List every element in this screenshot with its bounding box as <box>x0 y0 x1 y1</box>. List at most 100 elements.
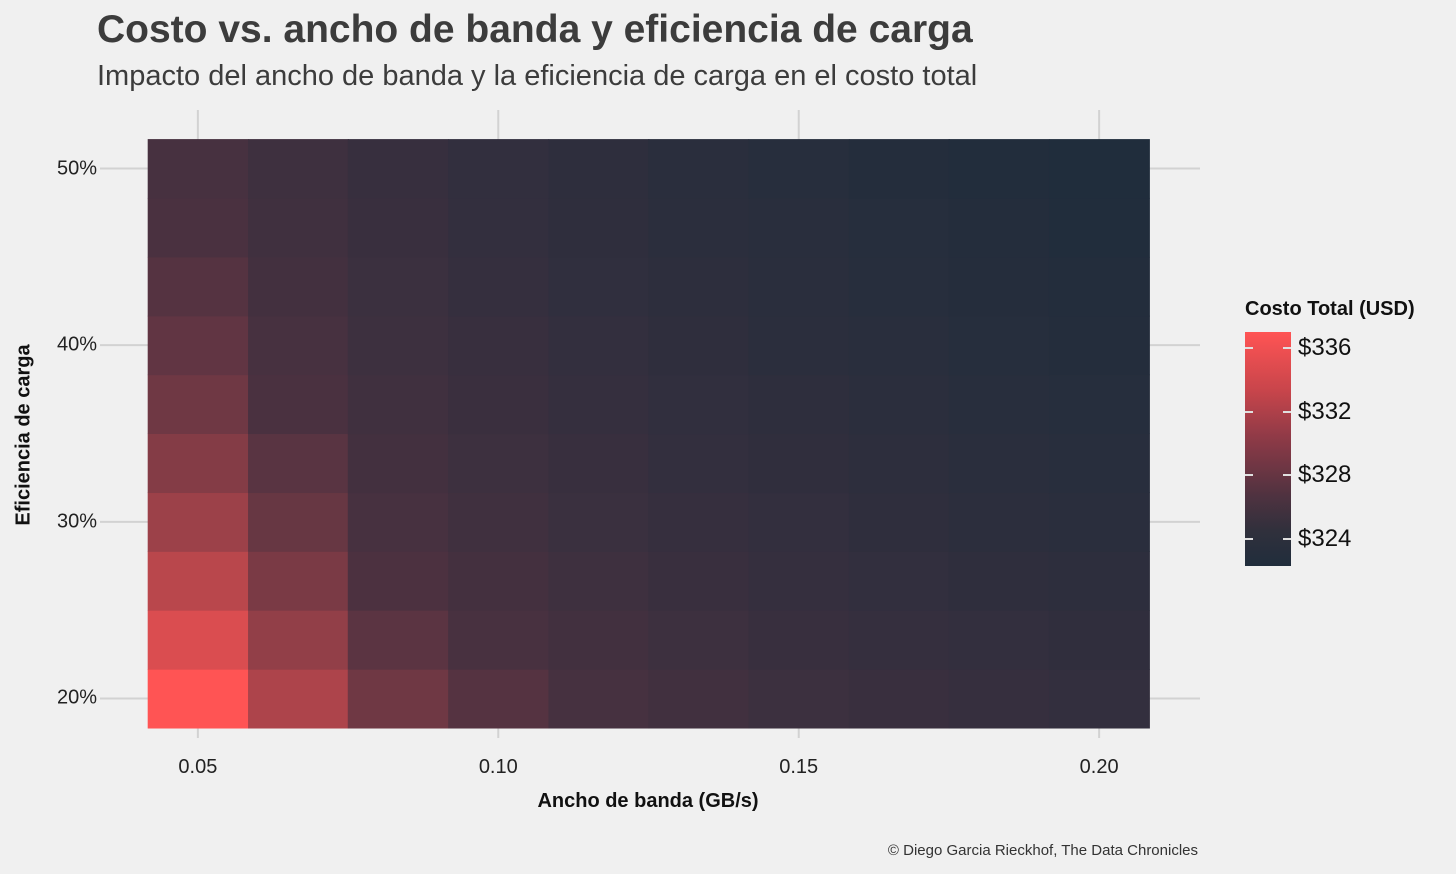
heatmap-cell <box>1048 139 1150 199</box>
legend-tick-mark <box>1283 410 1291 413</box>
heatmap-cell <box>648 197 750 258</box>
heatmap-cell <box>448 315 550 376</box>
heatmap-cell <box>948 139 1050 199</box>
heatmap-cell <box>147 669 249 729</box>
heatmap-cell <box>248 551 349 611</box>
heatmap-cell <box>347 315 449 376</box>
heatmap-cell <box>1048 315 1150 376</box>
heatmap-cell <box>347 256 449 317</box>
heatmap-cell <box>448 374 550 435</box>
heatmap-cell <box>748 197 850 258</box>
heatmap-cell <box>848 492 950 552</box>
heatmap-cell <box>948 492 1050 552</box>
heatmap-cell <box>648 551 750 611</box>
heatmap-cell <box>848 374 950 435</box>
heatmap-cell <box>147 492 249 552</box>
legend-tick-mark <box>1245 537 1253 540</box>
heatmap-cell <box>748 374 850 435</box>
heatmap-cell <box>948 374 1050 435</box>
heatmap-cell <box>848 610 950 670</box>
heatmap-cell <box>1048 374 1150 435</box>
heatmap-cell <box>748 492 850 552</box>
heatmap-cell <box>347 610 449 670</box>
heatmap-cell <box>648 492 750 552</box>
heatmap-cell <box>648 374 750 435</box>
legend-tick-mark <box>1245 346 1253 349</box>
heatmap-cell <box>1048 492 1150 552</box>
heatmap-cell <box>1048 551 1150 611</box>
chart-caption: © Diego Garcia Rieckhof, The Data Chroni… <box>887 842 1198 859</box>
legend-tick-label: $324 <box>1298 524 1352 552</box>
heatmap-cell <box>347 433 449 494</box>
heatmap-cell <box>548 610 650 670</box>
legend-tick-label: $328 <box>1298 461 1352 489</box>
x-tick-label: 0.20 <box>1079 756 1119 778</box>
legend-tick-mark <box>1245 474 1253 477</box>
heatmap-cell <box>948 315 1050 376</box>
heatmap-cell <box>648 610 750 670</box>
heatmap-cell <box>848 315 950 376</box>
heatmap-cell <box>448 139 550 199</box>
heatmap-cell <box>948 669 1050 729</box>
heatmap-cell <box>548 374 650 435</box>
heatmap-cell <box>347 374 449 435</box>
heatmap-cell <box>648 256 750 317</box>
heatmap-cell <box>848 256 950 317</box>
heatmap-cell <box>1048 197 1150 258</box>
heatmap-cell <box>448 492 550 552</box>
heatmap-cell <box>548 139 650 199</box>
heatmap-cell <box>1048 610 1150 670</box>
heatmap-cell <box>848 669 950 729</box>
heatmap-cell <box>648 139 750 199</box>
heatmap-cell <box>948 197 1050 258</box>
heatmap-cell <box>448 197 550 258</box>
heatmap-cell <box>347 139 449 199</box>
heatmap-cell <box>347 492 449 552</box>
legend-tick-mark <box>1283 346 1291 349</box>
heatmap-cell <box>448 433 550 494</box>
heatmap-cell <box>147 139 249 199</box>
legend-title: Costo Total (USD) <box>1245 298 1415 320</box>
y-axis-label: Eficiencia de carga <box>12 344 35 526</box>
y-tick-label: 20% <box>56 686 97 709</box>
heatmap-cell <box>548 669 650 729</box>
heatmap-cell <box>448 669 550 729</box>
legend-colorbar <box>1245 332 1291 566</box>
heatmap-cell <box>548 551 650 611</box>
heatmap-cell <box>248 374 349 435</box>
heatmap-cell <box>147 197 249 258</box>
heatmap-cell <box>948 551 1050 611</box>
legend-tick-mark <box>1283 474 1291 477</box>
heatmap-cell <box>648 669 750 729</box>
heatmap-cell <box>147 551 249 611</box>
heatmap-cell <box>548 256 650 317</box>
heatmap-cell <box>248 256 349 317</box>
heatmap-cell <box>248 610 349 670</box>
x-tick-label: 0.10 <box>478 756 518 778</box>
x-tick-label: 0.15 <box>779 756 819 778</box>
heatmap-cell <box>248 197 349 258</box>
heatmap-cell <box>147 256 249 317</box>
heatmap-cell <box>448 551 550 611</box>
heatmap-cell <box>448 610 550 670</box>
heatmap-cell <box>147 374 249 435</box>
chart-title: Costo vs. ancho de banda y eficiencia de… <box>97 8 973 51</box>
heatmap-cell <box>248 492 349 552</box>
heatmap-cell <box>248 139 349 199</box>
heatmap-cell <box>848 433 950 494</box>
heatmap-cell <box>1048 433 1150 494</box>
heatmap-cell <box>147 433 249 494</box>
x-tick-label: 0.05 <box>178 756 218 778</box>
heatmap-cell <box>748 256 850 317</box>
heatmap-cell <box>748 610 850 670</box>
heatmap-cell <box>948 433 1050 494</box>
heatmap-cell <box>648 315 750 376</box>
heatmap-cell <box>347 197 449 258</box>
heatmap-cell <box>748 433 850 494</box>
heatmap-cell <box>748 139 850 199</box>
y-tick-label: 40% <box>56 333 97 356</box>
heatmap-cell <box>347 669 449 729</box>
heatmap-cell <box>147 315 249 376</box>
chart-subtitle: Impacto del ancho de banda y la eficienc… <box>97 60 978 92</box>
